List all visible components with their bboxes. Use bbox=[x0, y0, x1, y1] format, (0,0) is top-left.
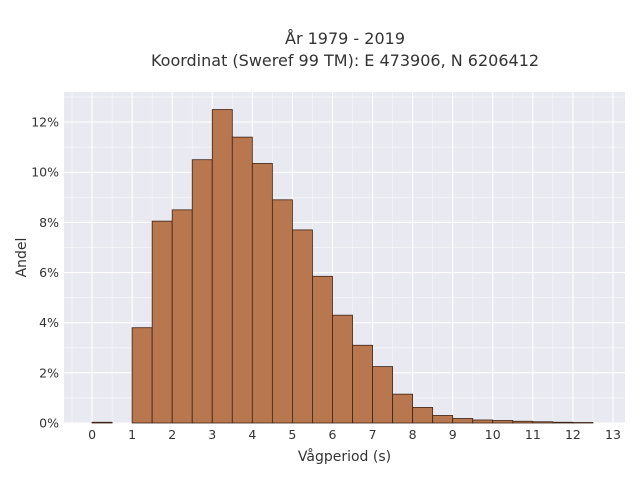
chart-title-line-1: År 1979 - 2019 bbox=[285, 29, 405, 48]
chart-title-line-2: Koordinat (Sweref 99 TM): E 473906, N 62… bbox=[150, 51, 540, 70]
y-tick-label: 0% bbox=[39, 416, 59, 431]
histogram-bar bbox=[552, 421, 574, 424]
histogram-bar bbox=[251, 163, 273, 424]
y-tick-label: 4% bbox=[39, 315, 59, 330]
y-tick-label: 2% bbox=[39, 365, 59, 380]
x-tick-labels: 0 1 2 3 4 5 6 7 8 9 10 11 12 13 bbox=[88, 427, 621, 442]
x-tick-label: 6 bbox=[329, 427, 337, 442]
histogram-bar bbox=[312, 275, 333, 424]
histogram-bar bbox=[151, 220, 173, 424]
x-tick-label: 9 bbox=[449, 427, 457, 442]
histogram-bar bbox=[171, 209, 193, 424]
y-tick-label: 8% bbox=[39, 215, 59, 230]
histogram-bar bbox=[332, 314, 353, 424]
y-tick-label: 12% bbox=[31, 115, 59, 130]
x-tick-label: 7 bbox=[369, 427, 377, 442]
x-tick-label: 3 bbox=[208, 427, 216, 442]
y-tick-label: 6% bbox=[39, 265, 59, 280]
histogram-bar bbox=[292, 229, 313, 424]
x-axis-label: Vågperiod (s) bbox=[298, 448, 391, 465]
x-tick-label: 10 bbox=[485, 427, 501, 442]
y-tick-label: 10% bbox=[31, 165, 59, 180]
y-axis-label: Andel bbox=[14, 238, 30, 278]
histogram-bar bbox=[452, 418, 474, 424]
histogram-bar bbox=[211, 109, 233, 424]
bars bbox=[91, 109, 594, 424]
histogram-bar bbox=[352, 344, 373, 424]
x-tick-label: 8 bbox=[409, 427, 417, 442]
histogram-bar bbox=[532, 421, 554, 424]
x-tick-label: 13 bbox=[605, 427, 621, 442]
chart-title: År 1979 - 2019 Koordinat (Sweref 99 TM):… bbox=[0, 28, 640, 72]
histogram-bar bbox=[432, 415, 454, 424]
x-tick-label: 11 bbox=[525, 427, 541, 442]
histogram-bar bbox=[372, 366, 393, 424]
histogram-bar bbox=[472, 419, 494, 424]
histogram-bar bbox=[412, 407, 434, 424]
histogram-bar bbox=[492, 420, 514, 424]
histogram-bar bbox=[271, 199, 293, 424]
histogram-bar bbox=[131, 327, 153, 424]
histogram-bar bbox=[231, 136, 253, 424]
histogram-bar bbox=[512, 420, 534, 424]
x-tick-label: 1 bbox=[128, 427, 136, 442]
x-tick-label: 2 bbox=[168, 427, 176, 442]
histogram-bar bbox=[191, 159, 213, 424]
x-tick-label: 0 bbox=[88, 427, 96, 442]
histogram-bar bbox=[91, 421, 113, 424]
histogram-bar bbox=[392, 393, 414, 424]
x-tick-label: 5 bbox=[288, 427, 296, 442]
x-tick-label: 4 bbox=[248, 427, 256, 442]
histogram-bar bbox=[572, 422, 594, 424]
x-tick-label: 12 bbox=[565, 427, 581, 442]
y-tick-labels: 0% 2% 4% 6% 8% 10% 12% bbox=[31, 115, 59, 431]
